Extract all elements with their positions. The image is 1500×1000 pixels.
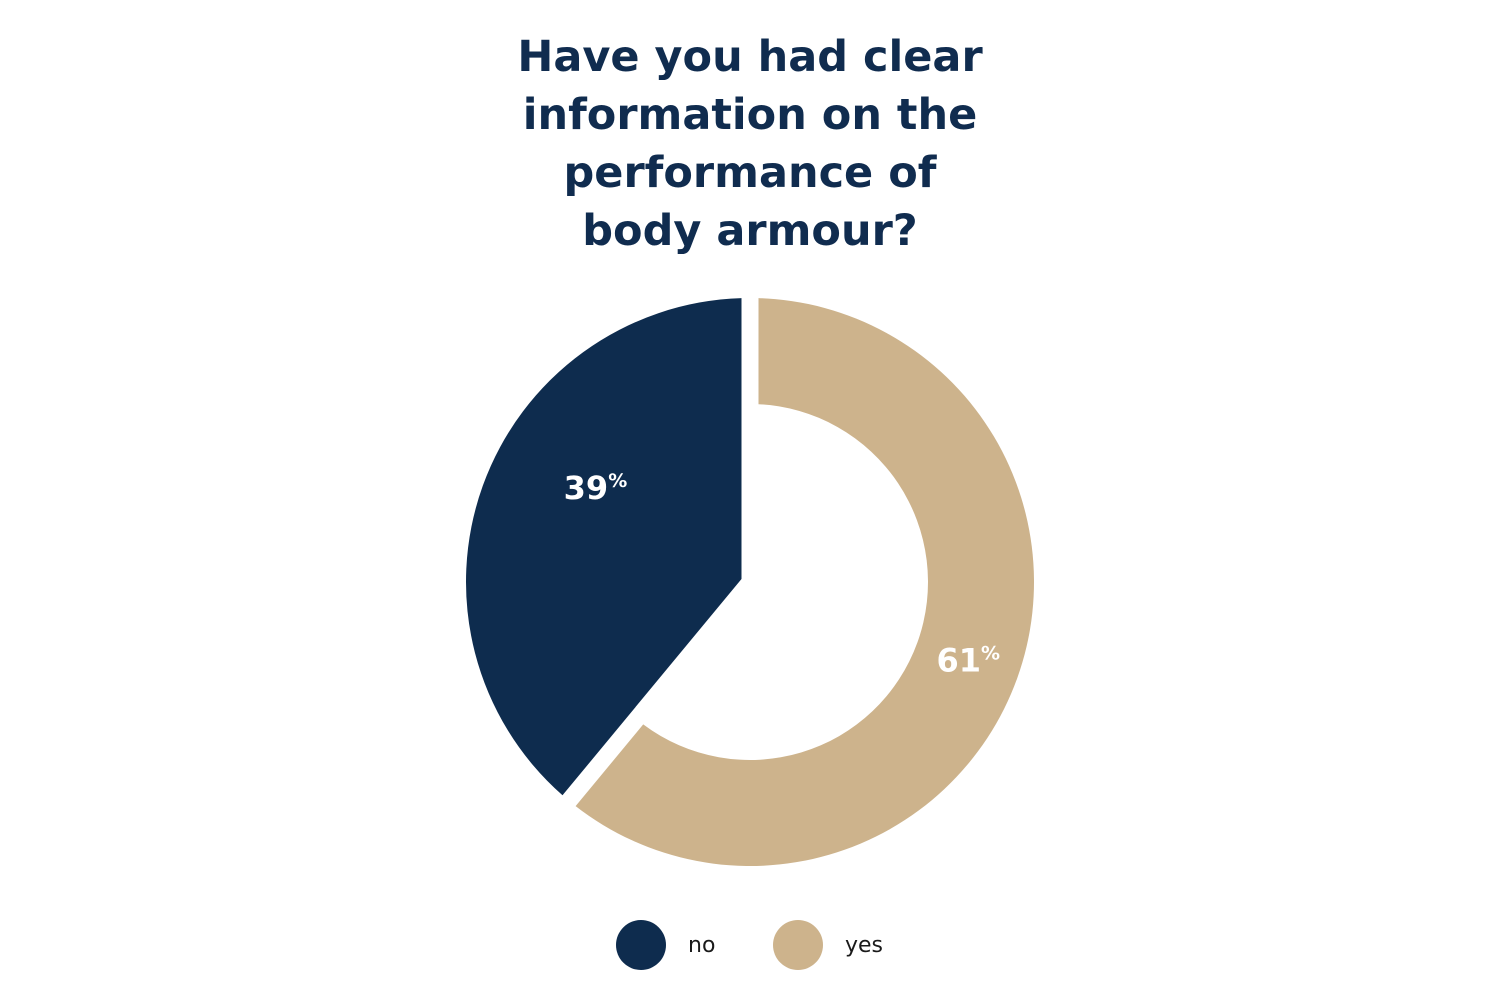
chart-title-line-3: performance of [563,148,937,198]
legend-item-yes: yes [773,918,883,972]
legend: no yes [0,918,1500,972]
chart-title: Have you had clear information on the pe… [450,28,1050,260]
legend-label-no: no [688,932,716,958]
chart-title-line-4: body armour? [582,206,918,256]
chart-title-line-1: Have you had clear [517,32,983,82]
legend-swatch-no [616,920,666,970]
slice-yes [575,298,1034,866]
slice-no [466,298,742,796]
slice-label-no: 39% [564,469,628,507]
legend-item-no: no [616,918,715,972]
chart-title-line-2: information on the [522,90,978,140]
slice-label-yes: 61% [936,642,1000,680]
legend-label-yes: yes [845,932,884,958]
legend-swatch-yes [773,920,823,970]
